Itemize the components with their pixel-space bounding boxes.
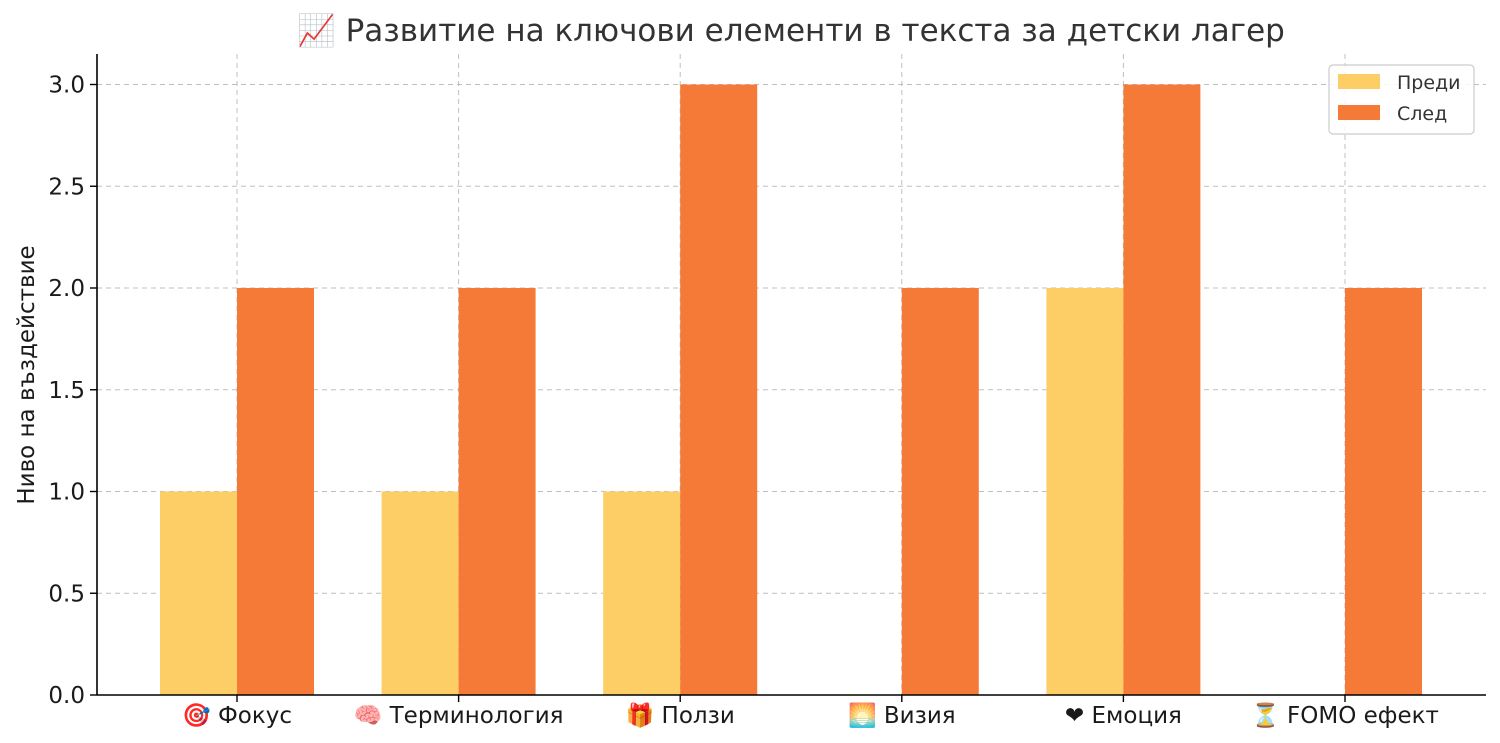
x-ticks: 🎯 Фокус 🧠 Терминология 🎁 Ползи 🌅 Визия ❤ Емо… [182,695,1439,729]
legend-swatch-before [1338,74,1380,89]
x-tick-label: 🧠 Терминология [354,703,564,729]
legend-label-after: След [1397,103,1447,125]
bar-after [458,288,536,695]
bar-after [237,288,314,695]
bar-before [1046,288,1124,695]
x-tick-label: 🎁 Ползи [626,702,735,729]
y-ticks: 0.0 0.5 1.0 1.5 2.0 2.5 3.0 [48,73,97,709]
legend-label-before: Преди [1397,72,1461,94]
y-tick-label: 2.0 [48,276,85,302]
y-tick-label: 3.0 [48,73,85,99]
bar-after [1345,288,1422,695]
x-tick-label: ❤ Емоция [1065,703,1182,729]
y-tick-label: 0.0 [48,683,85,709]
y-tick-label: 2.5 [48,174,85,200]
bar-before [381,491,459,695]
bar-before [603,491,681,695]
legend: Преди След [1328,64,1475,135]
x-tick-label: 🎯 Фокус [182,702,292,729]
chart-title: 📈 Развитие на ключови елементи в текста … [297,12,1285,49]
y-axis-label: Ниво на въздействие [14,245,40,504]
y-tick-label: 1.0 [48,480,85,506]
bar-after [1123,84,1201,695]
legend-swatch-after [1338,105,1380,120]
y-tick-label: 1.5 [48,378,85,404]
x-tick-label: 🌅 Визия [848,702,956,729]
x-tick-label: ⏳ FOMO ефект [1251,702,1439,729]
bar-after [901,288,979,695]
bars [160,84,1422,695]
axes [96,54,1486,696]
y-tick-label: 0.5 [48,581,85,607]
bar-before [160,491,237,695]
bar-after [680,84,758,695]
